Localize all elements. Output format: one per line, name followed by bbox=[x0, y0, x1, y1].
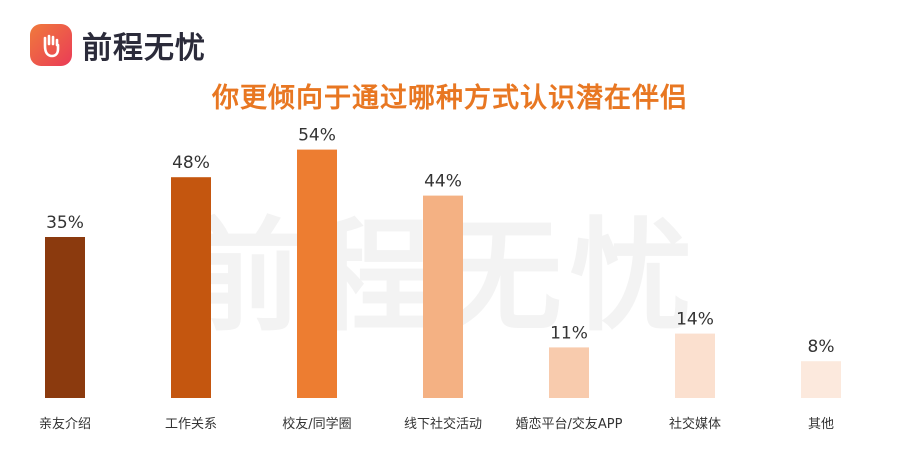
bar-value-label: 44% bbox=[424, 172, 462, 192]
bar-value-label: 54% bbox=[298, 126, 336, 146]
bar-7 bbox=[801, 361, 841, 398]
category-label: 工作关系 bbox=[165, 417, 217, 432]
bar-3 bbox=[297, 149, 337, 398]
bar-4 bbox=[423, 195, 463, 398]
bar-value-label: 14% bbox=[676, 310, 714, 330]
category-label: 亲友介绍 bbox=[39, 416, 91, 432]
bar-value-label: 8% bbox=[808, 337, 835, 357]
category-label: 社交媒体 bbox=[669, 416, 721, 432]
bar-5 bbox=[549, 347, 589, 398]
bar-value-label: 48% bbox=[172, 153, 210, 173]
category-label: 婚恋平台/交友APP bbox=[516, 416, 623, 432]
hand-icon bbox=[30, 24, 72, 66]
brand-name: 前程无忧 bbox=[82, 31, 206, 66]
bar-1 bbox=[45, 237, 85, 398]
category-label: 其他 bbox=[808, 417, 834, 432]
category-label: 校友/同学圈 bbox=[282, 416, 351, 432]
bar-value-label: 35% bbox=[46, 213, 84, 233]
brand-logo: 前程无忧 bbox=[30, 20, 206, 70]
bar-6 bbox=[675, 333, 715, 398]
category-label: 线下社交活动 bbox=[404, 416, 482, 432]
chart-title: 你更倾向于通过哪种方式认识潜在伴侣 bbox=[212, 83, 688, 114]
bar-2 bbox=[171, 177, 211, 398]
bar-value-label: 11% bbox=[550, 323, 588, 343]
